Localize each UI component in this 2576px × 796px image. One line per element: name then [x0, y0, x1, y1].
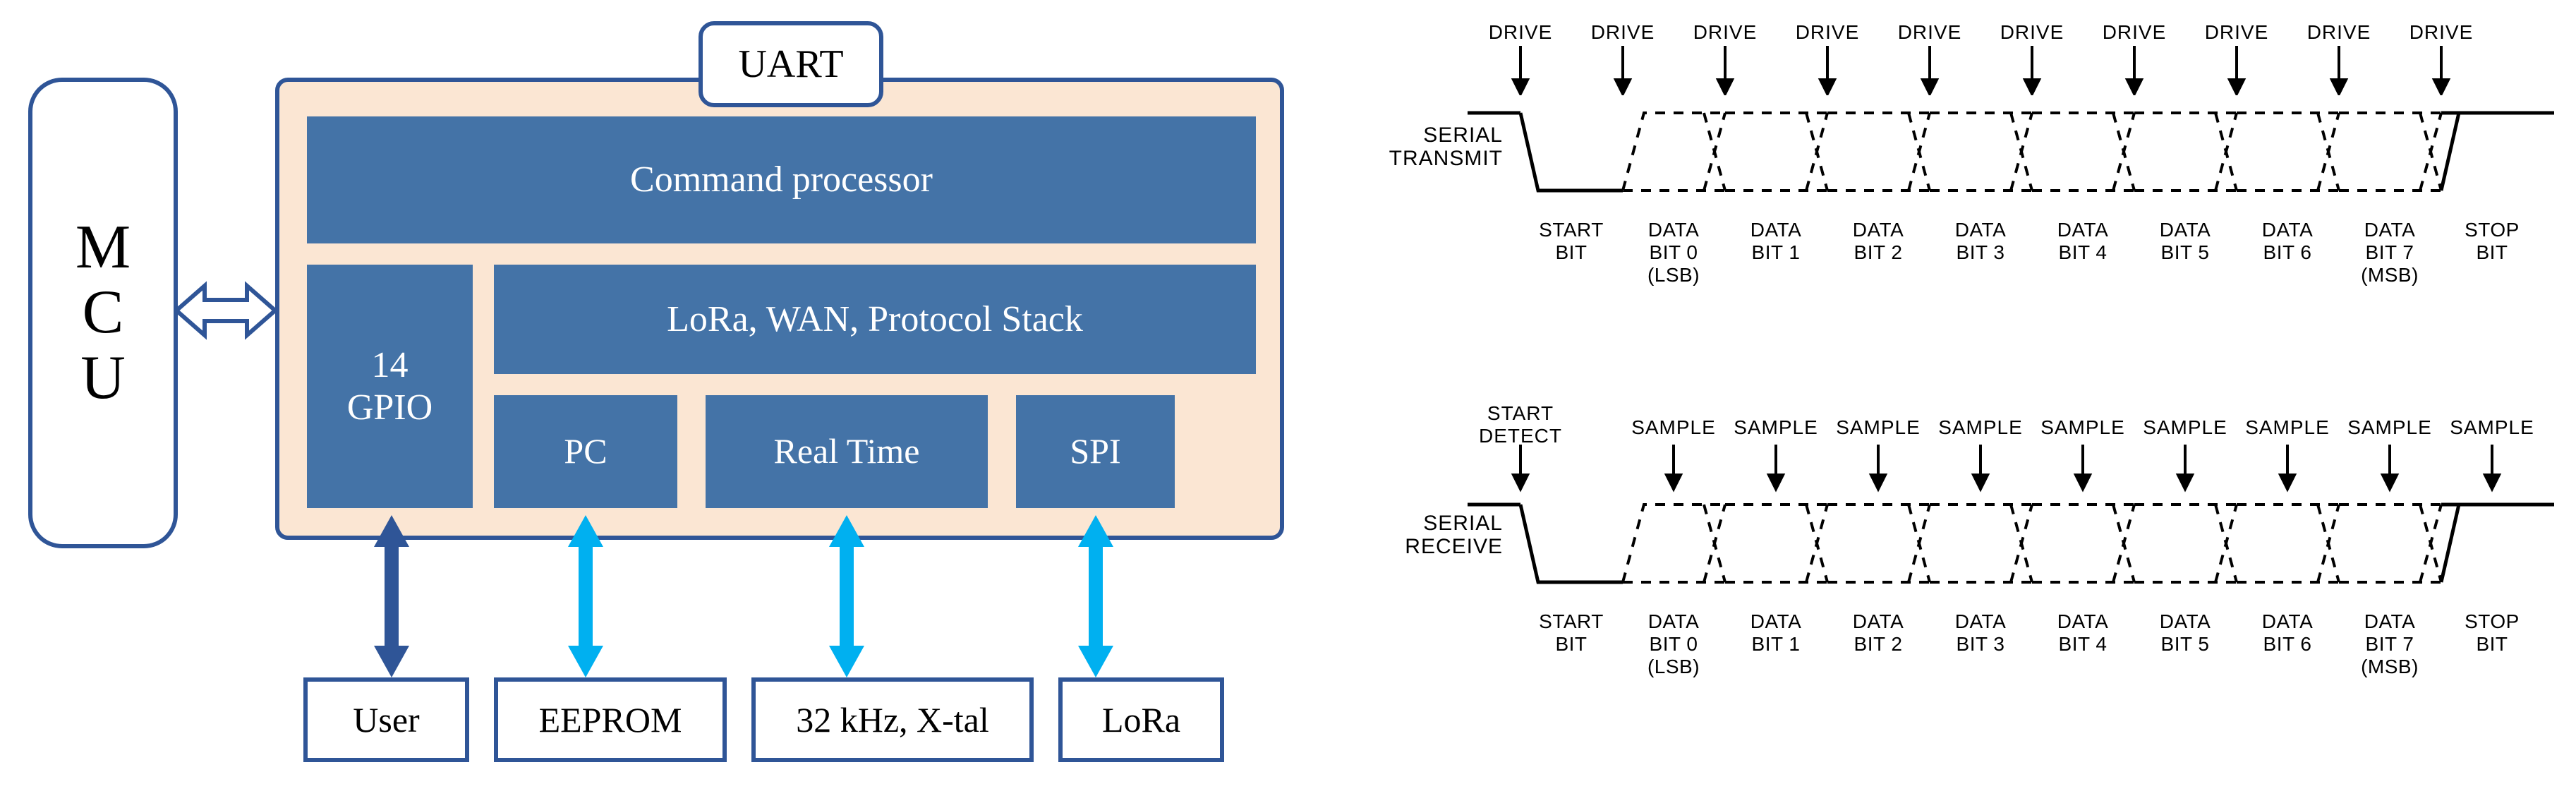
rx-top-7: SAMPLE [2245, 416, 2330, 439]
rx-diagram: SERIAL RECEIVE START DETECT SAMPLE SAMPL… [1383, 402, 2540, 741]
timing-diagrams: SERIAL TRANSMIT DRIVE DRIVE DRIVE DRIVE … [1383, 21, 2540, 769]
user-label: User [353, 699, 419, 740]
protocol-box: LoRa, WAN, Protocol Stack [494, 265, 1256, 374]
tx-top-6: DRIVE [2092, 21, 2177, 44]
lora-label: LoRa [1102, 699, 1180, 740]
realtime-label: Real Time [774, 431, 920, 472]
xtal-box: 32 kHz, X-tal [751, 677, 1034, 762]
mcu-label-u: U [80, 346, 126, 411]
lora-box: LoRa [1058, 677, 1224, 762]
rx-top-3: SAMPLE [1836, 416, 1921, 439]
rx-top-8: SAMPLE [2347, 416, 2432, 439]
tx-top-arrows [1383, 46, 2540, 95]
tx-top-1: DRIVE [1580, 21, 1665, 44]
tx-top-9: DRIVE [2399, 21, 2484, 44]
rx-top-9: SAMPLE [2450, 416, 2534, 439]
command-processor-box: Command processor [307, 116, 1256, 243]
rx-bot-3: DATA BIT 2 [1832, 610, 1924, 656]
tx-bot-0: START BIT [1525, 219, 1617, 264]
rx-bot-6: DATA BIT 5 [2139, 610, 2231, 656]
rx-bot-8: DATA BIT 7 (MSB) [2344, 610, 2436, 679]
rx-bot-9: STOP BIT [2446, 610, 2538, 656]
tx-bot-9: STOP BIT [2446, 219, 2538, 264]
gpio-box: 14 GPIO [307, 265, 473, 508]
mcu-link-arrow [176, 279, 275, 342]
tx-top-7: DRIVE [2194, 21, 2279, 44]
tx-bot-6: DATA BIT 5 [2139, 219, 2231, 264]
rx-bot-0: START BIT [1525, 610, 1617, 656]
pc-box: PC [494, 395, 677, 508]
spi-lora-arrow [1071, 515, 1120, 677]
uart-box: UART [699, 21, 883, 107]
rx-bot-5: DATA BIT 4 [2037, 610, 2129, 656]
tx-bot-1: DATA BIT 0 (LSB) [1628, 219, 1719, 287]
rx-top-6: SAMPLE [2143, 416, 2227, 439]
mcu-label-c: C [83, 280, 124, 345]
block-diagram: M C U UART Command processor 14 GPIO LoR… [28, 21, 1326, 769]
rx-top-0: START DETECT [1471, 402, 1570, 447]
tx-top-4: DRIVE [1887, 21, 1972, 44]
protocol-label: LoRa, WAN, Protocol Stack [667, 298, 1083, 341]
tx-bot-2: DATA BIT 1 [1730, 219, 1822, 264]
rt-xtal-arrow [822, 515, 871, 677]
spi-box: SPI [1016, 395, 1175, 508]
tx-bot-4: DATA BIT 3 [1935, 219, 2026, 264]
tx-top-0: DRIVE [1478, 21, 1563, 44]
spi-label: SPI [1070, 431, 1120, 472]
mcu-label-m: M [75, 215, 131, 280]
eeprom-box: EEPROM [494, 677, 727, 762]
tx-bot-5: DATA BIT 4 [2037, 219, 2129, 264]
tx-top-2: DRIVE [1683, 21, 1767, 44]
uart-label: UART [738, 42, 843, 87]
rx-waveform [1383, 498, 2554, 589]
tx-bot-7: DATA BIT 6 [2242, 219, 2333, 264]
command-processor-label: Command processor [630, 159, 933, 201]
tx-bot-3: DATA BIT 2 [1832, 219, 1924, 264]
gpio-label: 14 GPIO [347, 344, 433, 429]
xtal-label: 32 kHz, X-tal [796, 699, 989, 740]
tx-top-5: DRIVE [1990, 21, 2074, 44]
rx-top-arrows [1383, 445, 2554, 494]
rx-top-4: SAMPLE [1938, 416, 2023, 439]
tx-top-3: DRIVE [1785, 21, 1870, 44]
tx-waveform [1383, 106, 2554, 198]
pc-label: PC [564, 431, 607, 472]
mcu-box: M C U [28, 78, 178, 548]
tx-bot-8: DATA BIT 7 (MSB) [2344, 219, 2436, 287]
tx-diagram: SERIAL TRANSMIT DRIVE DRIVE DRIVE DRIVE … [1383, 21, 2540, 360]
gpio-user-arrow [367, 515, 416, 677]
rx-bot-1: DATA BIT 0 (LSB) [1628, 610, 1719, 679]
rx-top-1: SAMPLE [1631, 416, 1716, 439]
rx-top-2: SAMPLE [1734, 416, 1818, 439]
rx-top-5: SAMPLE [2040, 416, 2125, 439]
pc-eeprom-arrow [561, 515, 610, 677]
eeprom-label: EEPROM [539, 699, 682, 740]
rx-bot-2: DATA BIT 1 [1730, 610, 1822, 656]
user-box: User [303, 677, 469, 762]
rx-bot-4: DATA BIT 3 [1935, 610, 2026, 656]
realtime-box: Real Time [706, 395, 988, 508]
tx-top-8: DRIVE [2297, 21, 2381, 44]
rx-bot-7: DATA BIT 6 [2242, 610, 2333, 656]
